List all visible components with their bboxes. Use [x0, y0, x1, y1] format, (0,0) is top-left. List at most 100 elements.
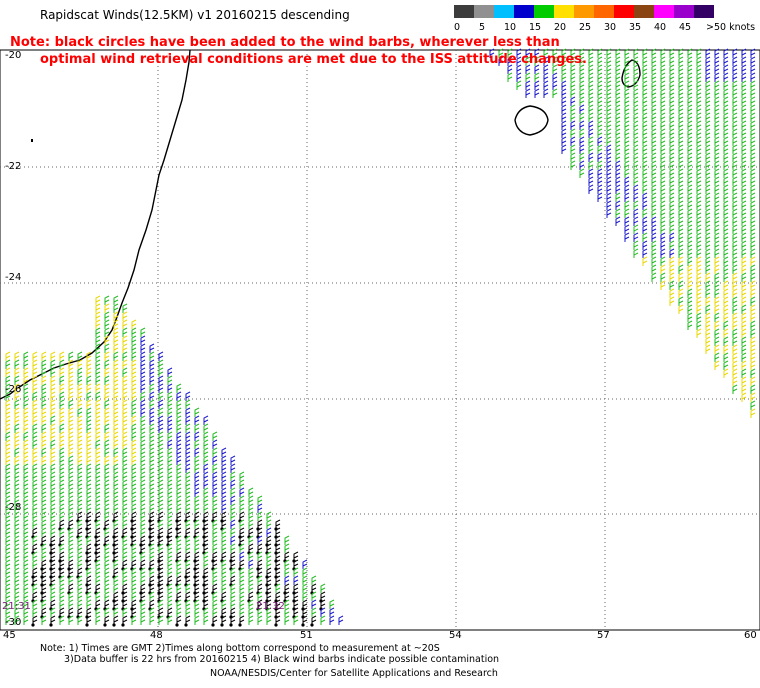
wind-barb	[687, 152, 693, 162]
lat-label: -30	[5, 617, 22, 628]
wind-barb	[131, 479, 137, 489]
contamination-marker	[211, 623, 215, 627]
wind-barb	[624, 160, 630, 170]
contamination-marker	[220, 623, 224, 627]
wind-barb	[723, 328, 729, 338]
wind-barb	[284, 583, 290, 593]
wind-barb	[32, 503, 38, 513]
wind-barb	[284, 591, 290, 601]
wind-barb	[750, 280, 756, 290]
wind-barb	[185, 439, 191, 449]
wind-barb	[167, 543, 173, 553]
wind-barb	[651, 216, 657, 226]
wind-barb	[516, 56, 522, 66]
wind-barb	[741, 112, 747, 122]
wind-barb	[50, 535, 56, 545]
wind-barb	[212, 511, 218, 521]
wind-barb	[561, 136, 567, 146]
wind-barb	[633, 48, 639, 58]
wind-barb	[588, 72, 594, 82]
wind-barb	[687, 96, 693, 106]
wind-barb	[95, 583, 101, 593]
wind-barb	[534, 56, 540, 66]
wind-barb	[293, 559, 299, 569]
wind-barb	[741, 376, 747, 386]
wind-barb	[615, 160, 621, 170]
wind-barb	[615, 48, 621, 58]
wind-barb	[732, 328, 738, 338]
wind-barb	[660, 80, 666, 90]
wind-barb	[176, 535, 182, 545]
wind-barb	[176, 455, 182, 465]
wind-barb	[113, 519, 119, 529]
wind-barb	[606, 192, 612, 202]
wind-barb	[230, 479, 236, 489]
wind-barb	[642, 72, 648, 82]
wind-barb	[59, 543, 65, 553]
wind-barb	[122, 599, 128, 609]
wind-barb	[149, 511, 155, 521]
wind-barb	[696, 64, 702, 74]
wind-barb	[741, 280, 747, 290]
wind-barb	[651, 152, 657, 162]
wind-barb	[23, 519, 29, 529]
wind-barb	[678, 160, 684, 170]
wind-barb	[167, 527, 173, 537]
wind-barb	[732, 384, 738, 394]
wind-barb	[230, 471, 236, 481]
wind-barb	[95, 615, 101, 625]
wind-barb	[615, 200, 621, 210]
wind-barb	[149, 567, 155, 577]
wind-barb	[687, 192, 693, 202]
wind-barb	[203, 415, 209, 425]
wind-barb	[77, 535, 83, 545]
wind-barb	[158, 415, 164, 425]
wind-barb	[14, 567, 20, 577]
wind-barb	[561, 48, 567, 58]
wind-barb	[14, 615, 20, 625]
wind-barb	[723, 136, 729, 146]
wind-barb	[149, 463, 155, 473]
wind-barb	[149, 599, 155, 609]
wind-barb	[140, 479, 146, 489]
wind-barb	[239, 503, 245, 513]
wind-barb	[525, 72, 531, 82]
wind-barb	[498, 48, 504, 58]
wind-barb	[714, 104, 720, 114]
wind-barb	[687, 256, 693, 266]
wind-barb	[176, 511, 182, 521]
wind-barb	[122, 575, 128, 585]
wind-barb	[185, 583, 191, 593]
wind-barb	[131, 375, 137, 385]
wind-barb	[77, 351, 83, 361]
wind-barb	[86, 391, 92, 401]
wind-barb	[714, 80, 720, 90]
wind-barb	[122, 327, 128, 337]
wind-barb	[212, 503, 218, 513]
wind-barb	[32, 447, 38, 457]
wind-barb	[248, 511, 254, 521]
wind-barb	[221, 607, 227, 617]
wind-barb	[41, 519, 47, 529]
wind-barb	[77, 495, 83, 505]
wind-barb	[122, 479, 128, 489]
wind-barb	[642, 136, 648, 146]
wind-barb	[203, 439, 209, 449]
wind-barb	[633, 240, 639, 250]
wind-barb	[660, 72, 666, 82]
wind-barb	[185, 447, 191, 457]
wind-barb	[660, 248, 666, 258]
wind-barb	[104, 583, 110, 593]
wind-barb	[50, 543, 56, 553]
wind-barb	[741, 392, 747, 402]
wind-barb	[158, 447, 164, 457]
wind-barb	[624, 56, 630, 66]
wind-barb	[140, 423, 146, 433]
wind-barb	[5, 575, 11, 585]
wind-barb	[741, 192, 747, 202]
wind-barb	[705, 224, 711, 234]
wind-barb	[113, 351, 119, 361]
wind-barb	[248, 487, 254, 497]
wind-barb	[59, 559, 65, 569]
wind-barb	[750, 336, 756, 346]
